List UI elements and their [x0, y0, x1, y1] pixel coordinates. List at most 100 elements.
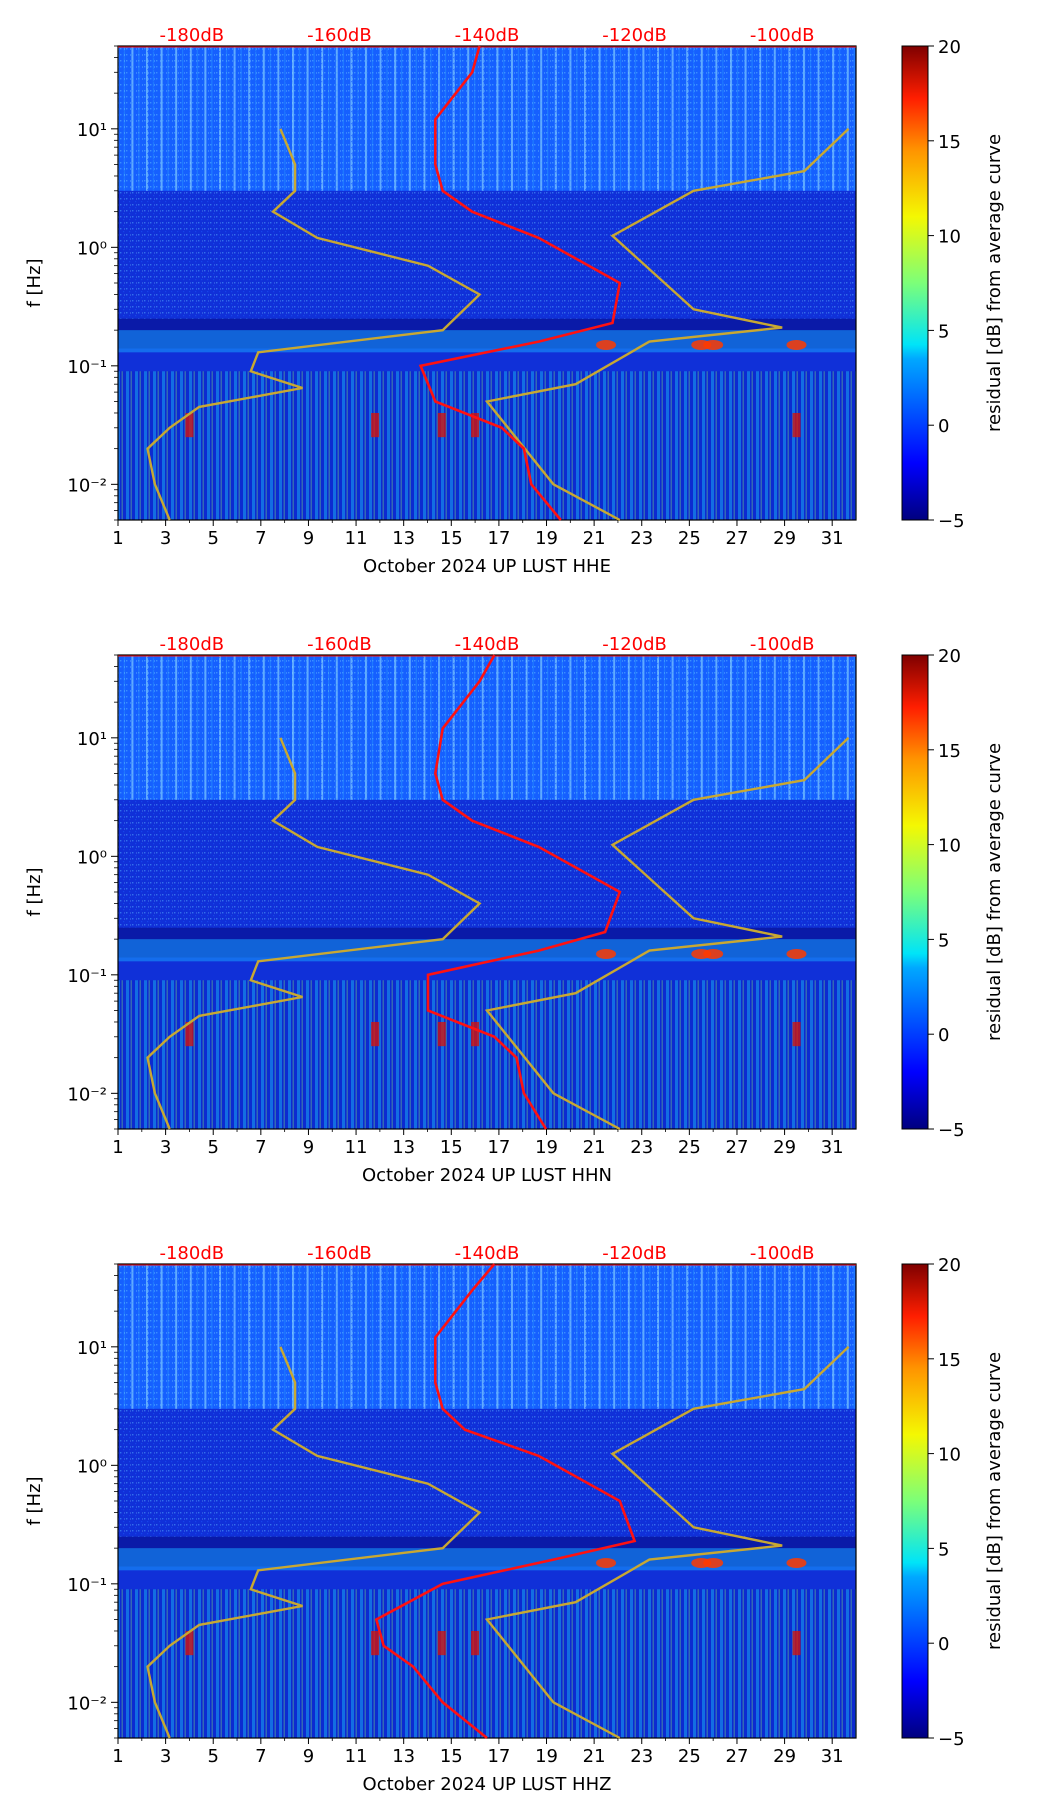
event-0: [185, 1021, 194, 1047]
y-tick-label: 10⁻²: [67, 475, 107, 496]
x-tick-label: 11: [345, 1137, 368, 1158]
colorbar-tick-label: 0: [938, 1634, 949, 1655]
x-tick-label: 21: [583, 1137, 606, 1158]
x-tick-label: 29: [773, 1746, 796, 1767]
mid-speckle: [118, 799, 856, 928]
y-tick-label: 10⁻¹: [67, 966, 107, 987]
x-tick-label: 17: [487, 1137, 510, 1158]
event-3: [471, 1021, 480, 1047]
colorbar: 20 15 10 5 0 −5 residual [dB] from average cur…: [901, 37, 1005, 532]
x-tick-label: 9: [303, 1746, 314, 1767]
colorbar: 20 15 10 5 0 −5 residual [dB] from average cur…: [901, 646, 1005, 1141]
colorbar-tick-label: 0: [938, 416, 949, 437]
x-tick-label: 15: [440, 528, 463, 549]
event-1: [371, 1021, 380, 1047]
hotspot-1: [786, 339, 807, 350]
x-tick-label: 3: [160, 1746, 171, 1767]
event-2: [437, 412, 446, 438]
y-tick-label: 10⁻²: [67, 1084, 107, 1105]
x-axis-label: October 2024 UP LUST HHE: [363, 556, 611, 577]
x-tick-label: 25: [678, 528, 701, 549]
y-axis-label: f [Hz]: [24, 867, 45, 916]
colorbar-tick-label: 15: [938, 741, 961, 762]
colorbar-tick-label: 0: [938, 1025, 949, 1046]
top-scale-label: -180dB: [159, 1243, 224, 1264]
y-tick-label: 10¹: [77, 1338, 107, 1359]
y-tick-label: 10⁻²: [67, 1693, 107, 1714]
colorbar-tick-label: 5: [938, 321, 949, 342]
x-tick-label: 3: [160, 1137, 171, 1158]
hotspot-3: [596, 339, 617, 350]
colorbar-tick-label: 15: [938, 1350, 961, 1371]
top-scale-label: -120dB: [602, 634, 667, 655]
x-tick-label: 13: [392, 528, 415, 549]
top-scale-label: -100dB: [750, 1243, 815, 1264]
psd-curve: [418, 45, 622, 521]
x-tick-label: 29: [773, 1137, 796, 1158]
x-tick-label: 1: [112, 1137, 123, 1158]
y-tick-label: 10⁰: [77, 1456, 107, 1477]
hotspot-2: [691, 948, 712, 959]
top-scale-label: -160dB: [307, 634, 372, 655]
x-tick-label: 15: [440, 1137, 463, 1158]
x-tick-label: 27: [726, 1137, 749, 1158]
x-tick-label: 21: [583, 1746, 606, 1767]
colorbar-tick-label: 20: [938, 37, 961, 58]
colorbar-gradient: [901, 45, 929, 521]
colorbar-tick-label: 20: [938, 1255, 961, 1276]
x-tick-label: 7: [255, 1746, 266, 1767]
x-tick-label: 5: [207, 1746, 218, 1767]
x-tick-label: 17: [487, 528, 510, 549]
event-2: [437, 1630, 446, 1656]
colorbar-tick-label: −5: [938, 1729, 965, 1750]
colorbar-tick-label: 5: [938, 930, 949, 951]
top-scale-label: -140dB: [455, 25, 520, 46]
top-scale-label: -140dB: [455, 634, 520, 655]
y-tick-label: 10⁻¹: [67, 357, 107, 378]
colorbar-label: residual [dB] from average curve: [984, 1352, 1005, 1650]
spectrogram: [118, 46, 856, 520]
noise-model-low: [146, 128, 482, 521]
top-scale-label: -120dB: [602, 25, 667, 46]
top-scale-label: -160dB: [307, 1243, 372, 1264]
hf-speckle: [118, 655, 856, 800]
y-tick-label: 10⁰: [77, 238, 107, 259]
colorbar-tick-label: 20: [938, 646, 961, 667]
y-tick-label: 10⁰: [77, 847, 107, 868]
x-tick-label: 31: [821, 1746, 844, 1767]
x-tick-label: 5: [207, 1137, 218, 1158]
colorbar-tick-label: −5: [938, 511, 965, 532]
x-tick-label: 1: [112, 528, 123, 549]
mid-speckle: [118, 1408, 856, 1537]
x-tick-label: 31: [821, 528, 844, 549]
y-axis-label: f [Hz]: [24, 1476, 45, 1525]
top-scale-label: -180dB: [159, 25, 224, 46]
x-tick-label: 31: [821, 1137, 844, 1158]
spectrogram: [118, 1264, 856, 1738]
microseism-band: [118, 1548, 856, 1571]
mid-speckle: [118, 190, 856, 319]
hotspot-3: [596, 1557, 617, 1568]
x-tick-label: 9: [303, 1137, 314, 1158]
hf-speckle: [118, 46, 856, 191]
top-scale-label: -100dB: [750, 634, 815, 655]
x-axis-label: October 2024 UP LUST HHN: [362, 1165, 612, 1186]
colorbar-gradient: [901, 654, 929, 1130]
lf-stripes: [118, 371, 856, 520]
colorbar-tick-label: 10: [938, 836, 961, 857]
noise-model-high: [484, 1345, 850, 1740]
event-1: [371, 412, 380, 438]
colorbar-label: residual [dB] from average curve: [984, 743, 1005, 1041]
y-tick-label: 10¹: [77, 120, 107, 141]
event-4: [792, 1630, 801, 1656]
top-scale-label: -180dB: [159, 634, 224, 655]
y-axis-label: f [Hz]: [24, 258, 45, 307]
x-tick-label: 3: [160, 528, 171, 549]
colorbar-tick-label: 10: [938, 227, 961, 248]
noise-model-low: [146, 1346, 482, 1739]
